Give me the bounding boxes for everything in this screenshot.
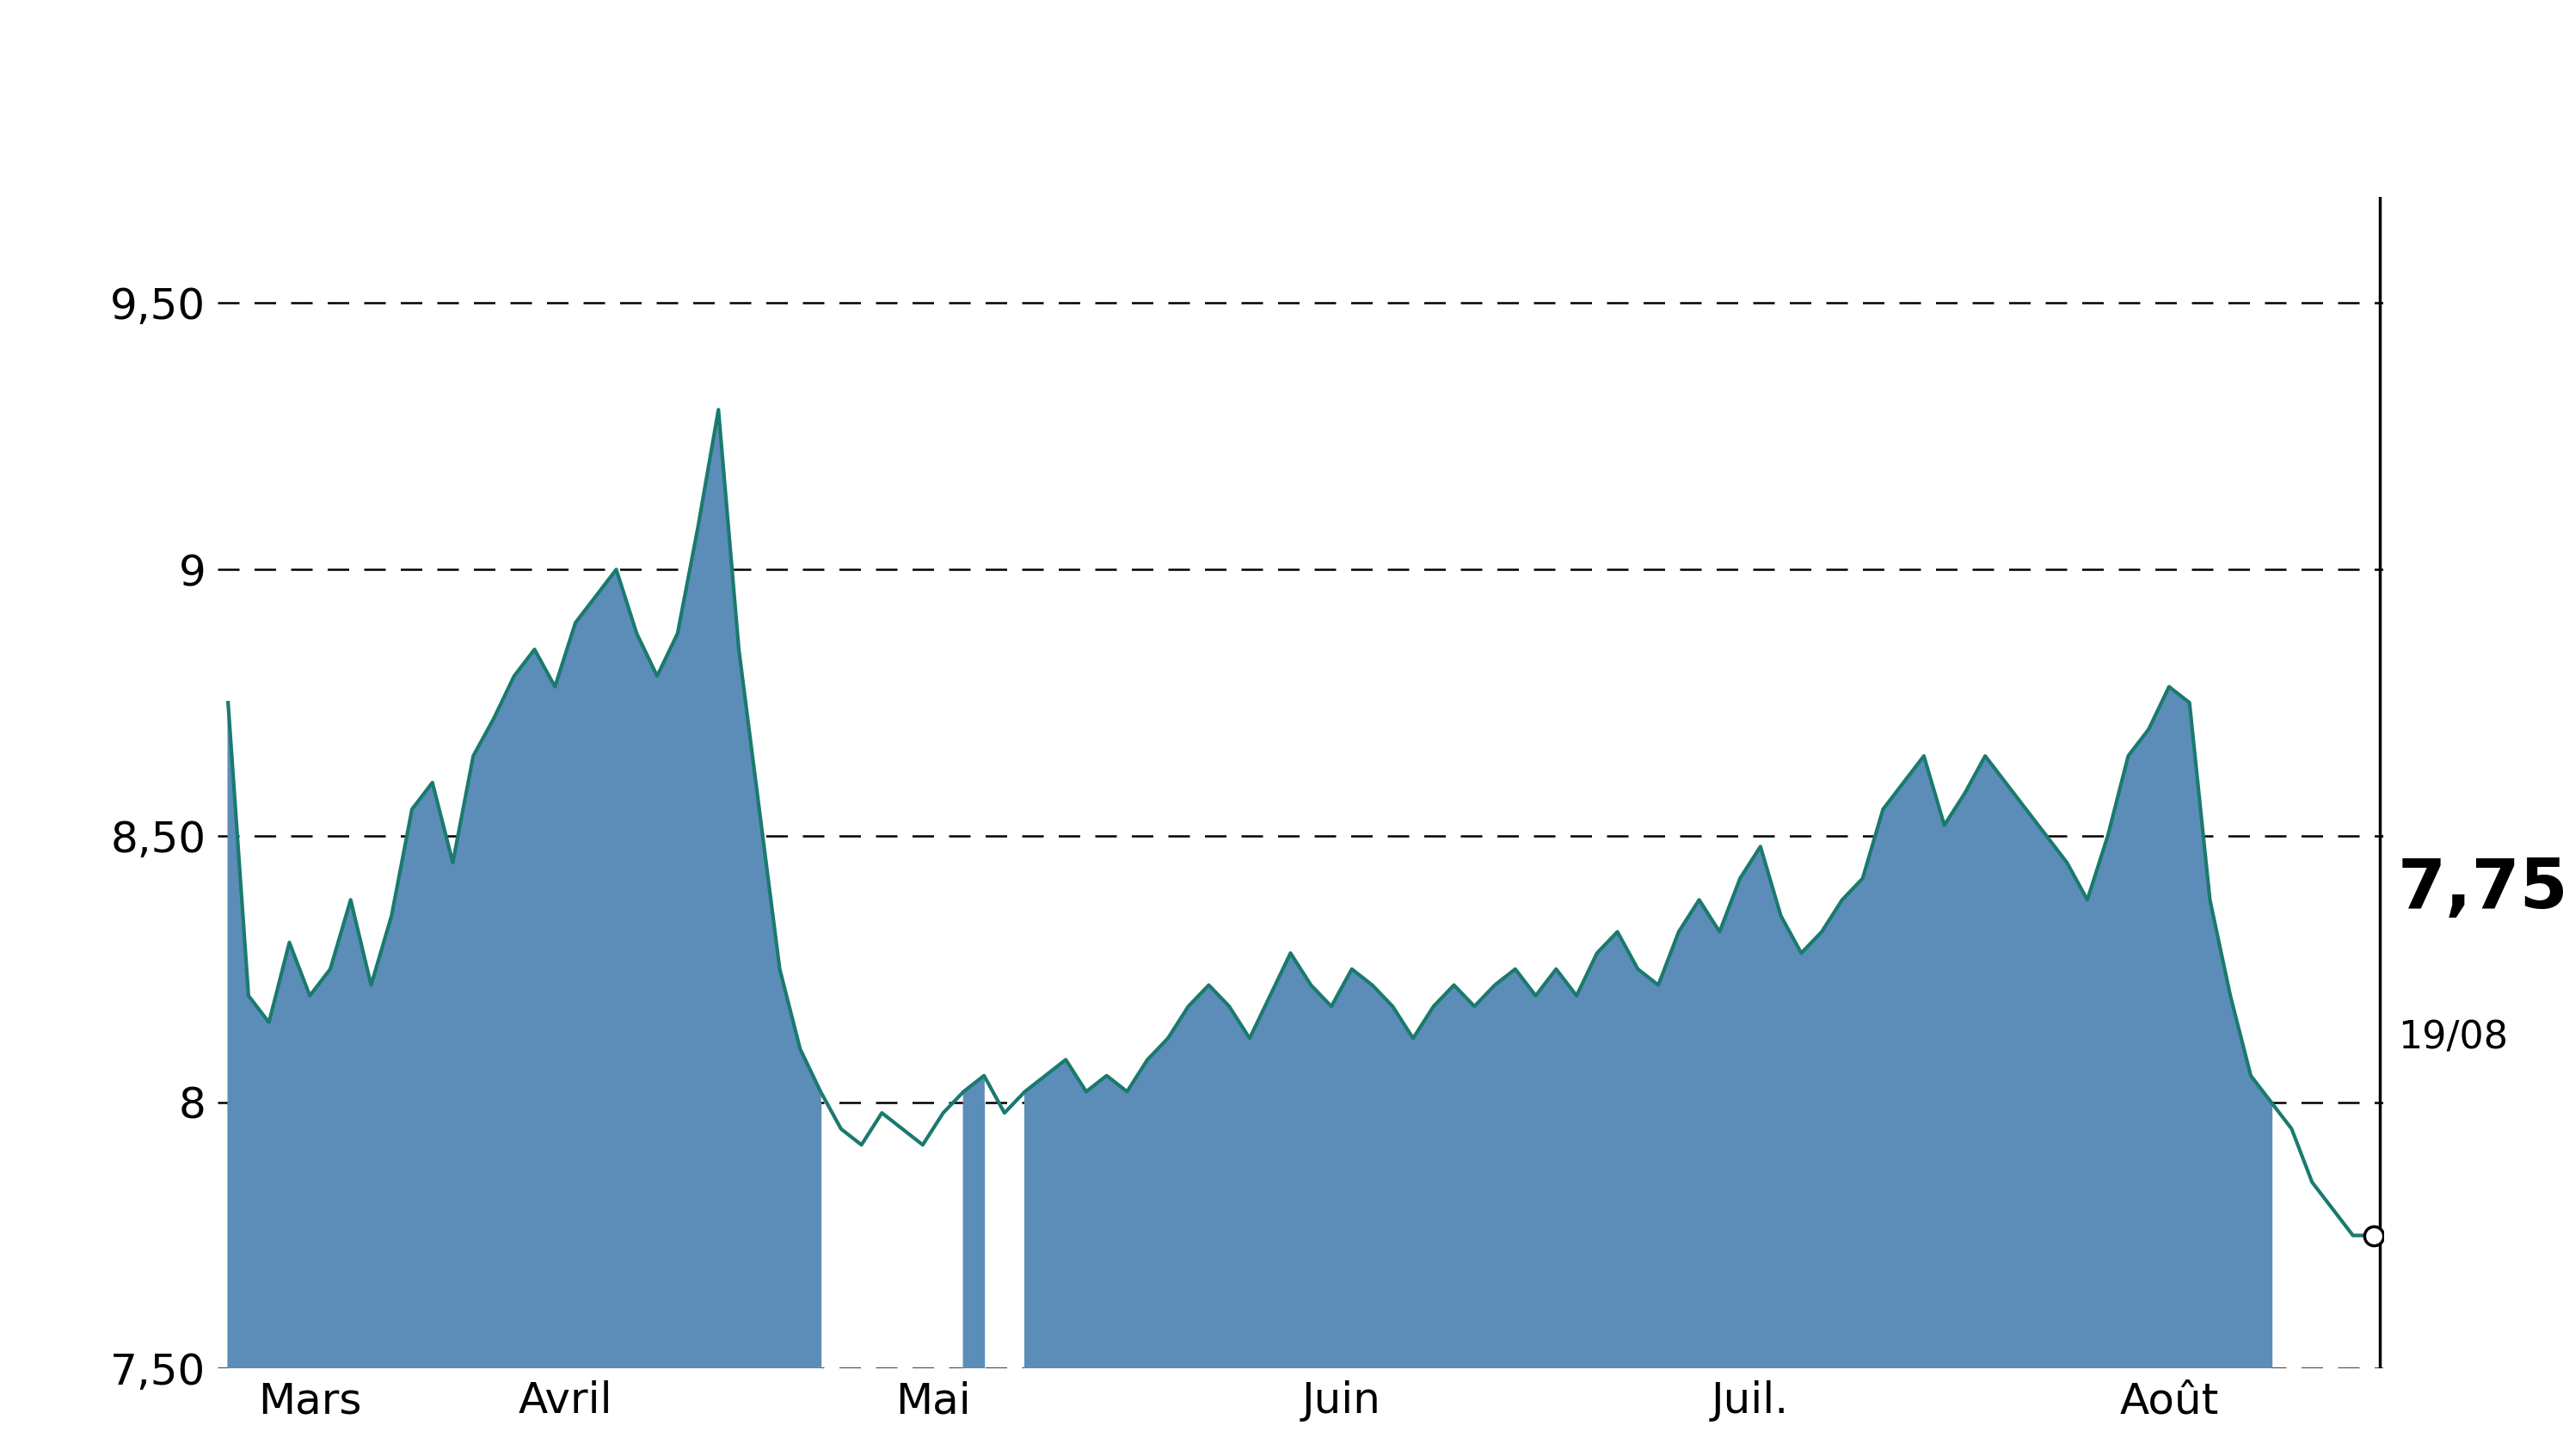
Text: 19/08: 19/08 bbox=[2399, 1019, 2509, 1057]
Text: Kingsway Financial Services Inc.: Kingsway Financial Services Inc. bbox=[408, 38, 2155, 130]
Text: 7,75: 7,75 bbox=[2399, 856, 2563, 923]
